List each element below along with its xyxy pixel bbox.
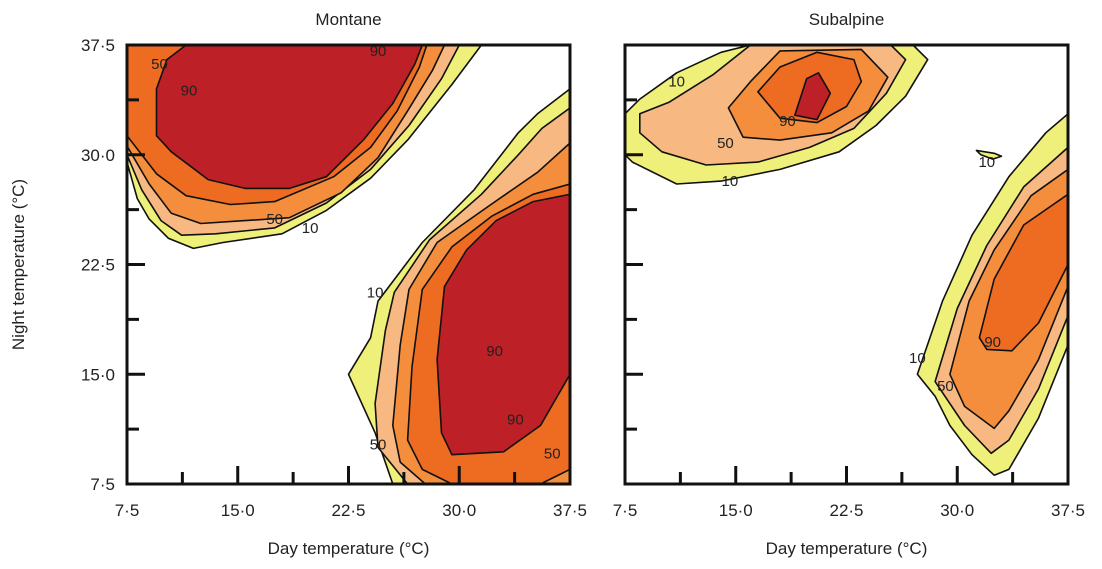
x-tick-label: 37·5 bbox=[1051, 501, 1085, 520]
plot-frame bbox=[125, 43, 572, 486]
contour-label: 50 bbox=[937, 378, 954, 395]
y-axis-label: Night temperature (°C) bbox=[9, 179, 28, 350]
x-tick-label: 15·0 bbox=[719, 501, 753, 520]
panel-title: Subalpine bbox=[809, 10, 885, 29]
y-tick-label: 15·0 bbox=[81, 365, 115, 384]
y-tick-label: 37·5 bbox=[81, 36, 115, 55]
contour-label: 90 bbox=[486, 343, 503, 360]
x-tick-label: 37·5 bbox=[553, 501, 587, 520]
y-tick-label: 7·5 bbox=[90, 475, 115, 494]
x-tick-label: 22·5 bbox=[829, 501, 863, 520]
contour-label: 10 bbox=[721, 173, 738, 190]
contour-label: 10 bbox=[367, 284, 384, 301]
contour-band-4 bbox=[155, 45, 424, 190]
contour-label: 50 bbox=[151, 56, 168, 73]
x-tick-label: 30·0 bbox=[940, 501, 974, 520]
contour-label: 10 bbox=[978, 154, 995, 171]
panel-title: Montane bbox=[315, 10, 381, 29]
contour-label: 50 bbox=[266, 211, 283, 228]
contour-label: 90 bbox=[370, 43, 387, 60]
y-tick-label: 22·5 bbox=[81, 256, 115, 275]
x-axis-label: Day temperature (°C) bbox=[268, 539, 430, 558]
x-tick-label: 22·5 bbox=[331, 501, 365, 520]
contour-bands bbox=[625, 45, 1068, 477]
contour-band-9 bbox=[436, 193, 570, 456]
contour-band-9 bbox=[975, 149, 1003, 160]
contour-label: 50 bbox=[717, 135, 734, 152]
contour-label: 90 bbox=[984, 334, 1001, 351]
plot-frame bbox=[623, 43, 1070, 486]
x-tick-label: 7·5 bbox=[115, 501, 140, 520]
contour-label: 90 bbox=[779, 113, 796, 130]
x-axis-label: Day temperature (°C) bbox=[766, 539, 928, 558]
panel-subalpine: 10 90 50 10 10 90 10 50 Subalpine 7·5 15·0 22·5 30·0… bbox=[613, 10, 1085, 558]
contour-label: 10 bbox=[668, 74, 685, 91]
contour-label: 10 bbox=[909, 350, 926, 367]
x-tick-label: 7·5 bbox=[613, 501, 638, 520]
contour-label: 90 bbox=[181, 82, 198, 99]
contour-band-8 bbox=[978, 193, 1068, 352]
contour-label: 50 bbox=[544, 445, 561, 462]
contour-bands bbox=[127, 45, 570, 484]
panel-montane: 50 90 90 50 10 10 90 90 50 50 Montane 7·5 15·0 22·5 30… bbox=[9, 10, 587, 558]
x-tick-label: 15·0 bbox=[221, 501, 255, 520]
contour-label: 10 bbox=[302, 220, 319, 237]
x-tick-label: 30·0 bbox=[442, 501, 476, 520]
contour-label: 90 bbox=[507, 412, 524, 429]
y-tick-label: 30·0 bbox=[81, 146, 115, 165]
contour-band-4 bbox=[793, 72, 832, 121]
contour-label: 50 bbox=[370, 436, 387, 453]
